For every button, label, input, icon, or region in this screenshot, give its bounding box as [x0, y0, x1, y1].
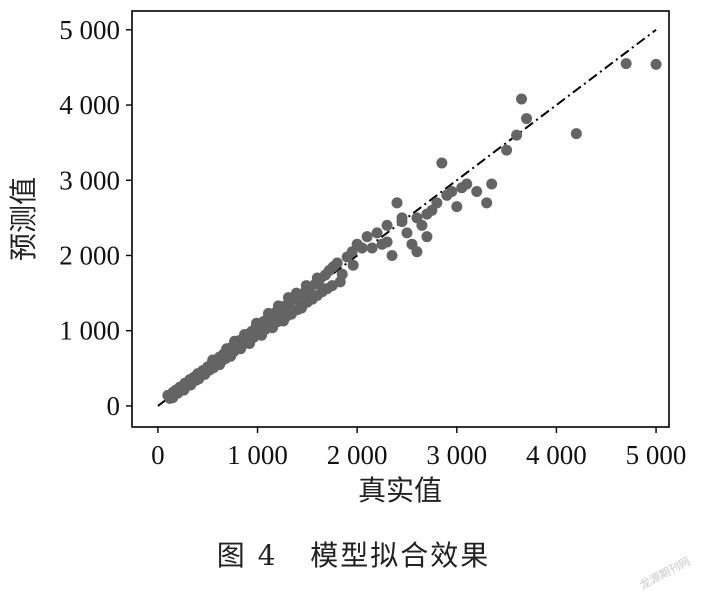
x-tick-label: 4 000: [526, 440, 587, 470]
data-point: [511, 129, 523, 141]
data-point: [244, 337, 256, 349]
data-point: [381, 236, 393, 248]
data-point: [436, 157, 448, 169]
data-points: [162, 58, 662, 404]
y-tick-label: 2 000: [59, 240, 120, 270]
data-point: [411, 212, 423, 224]
x-axis: 0 1 000 2 000 3 000 4 000 5 000: [151, 427, 686, 470]
data-point: [225, 350, 237, 362]
data-point: [295, 302, 307, 314]
data-point: [386, 249, 398, 261]
data-point: [262, 307, 274, 319]
x-tick-label: 2 000: [327, 440, 388, 470]
data-point: [421, 208, 433, 220]
y-axis: 0 1 000 2 000 3 000 4 000 5 000: [59, 15, 132, 421]
data-point: [421, 231, 433, 243]
data-point: [401, 227, 413, 239]
data-point: [327, 261, 339, 273]
data-point: [307, 290, 319, 302]
data-point: [272, 300, 284, 312]
data-point: [431, 197, 443, 209]
data-point: [167, 392, 179, 404]
data-point: [300, 280, 312, 292]
y-tick-label: 1 000: [59, 316, 120, 346]
x-tick-label: 5 000: [626, 440, 687, 470]
data-point: [356, 242, 368, 254]
data-point: [371, 227, 383, 239]
data-point: [516, 93, 528, 105]
x-tick-label: 3 000: [426, 440, 487, 470]
x-tick-label: 0: [151, 440, 165, 470]
data-point: [361, 231, 373, 243]
x-axis-title: 真实值: [358, 474, 442, 507]
data-point: [251, 317, 263, 329]
data-point: [277, 315, 289, 327]
y-axis-title: 预测值: [7, 177, 40, 261]
data-point: [317, 283, 329, 295]
data-point: [229, 335, 241, 347]
data-point: [311, 272, 323, 284]
x-tick-label: 1 000: [227, 440, 288, 470]
data-point: [446, 186, 458, 198]
data-point: [501, 144, 513, 156]
data-point: [266, 322, 278, 334]
data-point: [570, 128, 582, 140]
figure-title: 模型拟合效果: [310, 539, 491, 572]
y-tick-label: 4 000: [59, 90, 120, 120]
data-point: [285, 308, 297, 320]
data-point: [347, 259, 359, 271]
data-point: [256, 329, 268, 341]
data-point: [481, 197, 493, 209]
data-point: [391, 197, 403, 209]
figure-caption: 图 4 模型拟合效果: [0, 534, 707, 574]
data-point: [521, 113, 533, 125]
data-point: [381, 219, 393, 231]
data-point: [366, 242, 378, 254]
data-point: [239, 328, 251, 340]
data-point: [486, 178, 498, 190]
data-point: [620, 58, 632, 70]
figure-number: 图 4: [216, 539, 278, 572]
data-point: [396, 216, 408, 228]
data-point: [235, 343, 247, 355]
data-point: [200, 367, 212, 379]
data-point: [334, 276, 346, 288]
data-point: [185, 379, 197, 391]
plot-frame: [131, 10, 670, 428]
data-point: [282, 292, 294, 304]
scatter-chart: 0 1 000 2 000 3 000 4 000 5 000 0 1 000 2 000 3 …: [7, 10, 686, 507]
data-point: [451, 201, 463, 213]
data-point: [650, 58, 662, 70]
y-tick-label: 5 000: [59, 15, 120, 45]
y-tick-label: 0: [107, 391, 121, 421]
y-tick-label: 3 000: [59, 165, 120, 195]
data-point: [461, 178, 473, 190]
data-point: [471, 186, 483, 198]
data-point: [214, 359, 226, 371]
data-point: [290, 287, 302, 299]
data-point: [411, 246, 423, 258]
